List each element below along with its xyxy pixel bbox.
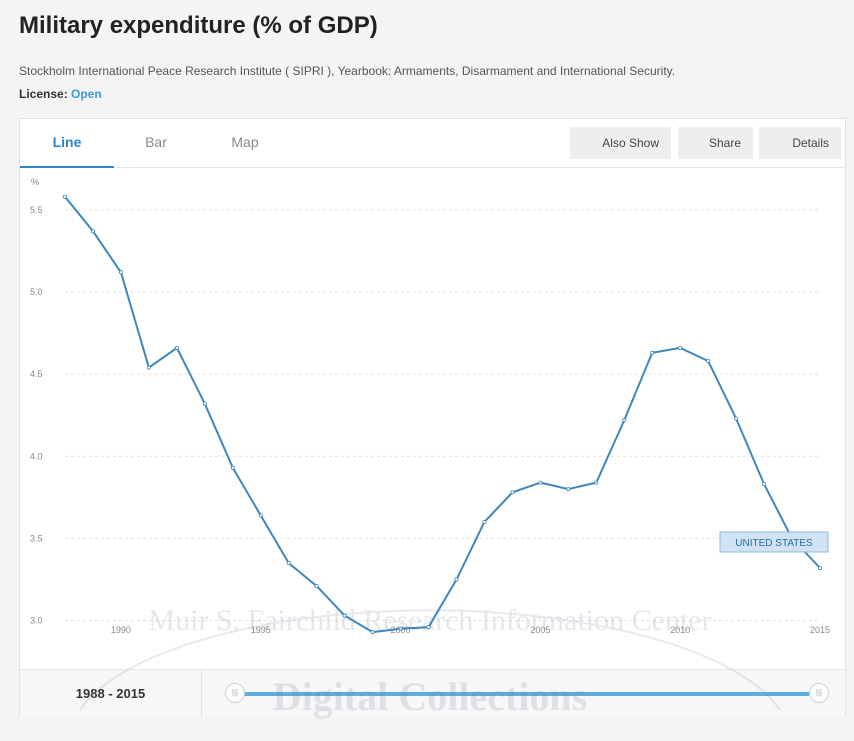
license-row: License: Open [19, 87, 102, 101]
page-title: Military expenditure (% of GDP) [19, 12, 378, 39]
data-point [594, 480, 599, 485]
x-tick-label: 2010 [670, 625, 690, 635]
data-point [230, 465, 235, 470]
time-range-footer: 1988 - 2015 ||| ||| [20, 669, 845, 718]
data-point [286, 561, 291, 566]
range-slider-track[interactable] [234, 692, 819, 696]
also-show-button[interactable]: Also Show [570, 127, 671, 159]
data-point [538, 480, 543, 485]
data-point [734, 416, 739, 421]
data-point [90, 229, 95, 234]
y-tick-label: 3.5 [30, 533, 43, 543]
data-point [118, 270, 123, 275]
share-button[interactable]: Share [678, 127, 753, 159]
data-point [482, 519, 487, 524]
chart-tabs: Line Bar Map Also Show Share Details [20, 119, 845, 168]
data-point [818, 565, 823, 570]
y-tick-label: 5.0 [30, 287, 43, 297]
x-tick-label: 1990 [111, 625, 131, 635]
y-axis-unit: % [31, 177, 39, 187]
range-start-handle[interactable]: ||| [225, 683, 245, 703]
data-point [622, 418, 627, 423]
data-point [342, 613, 347, 618]
data-point [398, 626, 403, 631]
range-end-handle[interactable]: ||| [809, 683, 829, 703]
data-point [678, 345, 683, 350]
data-point [146, 365, 151, 370]
data-point [63, 194, 68, 199]
data-point [174, 345, 179, 350]
data-point [762, 482, 767, 487]
license-label: License: [19, 87, 68, 101]
y-tick-label: 3.0 [30, 616, 43, 626]
tab-line[interactable]: Line [20, 119, 114, 168]
line-chart: %3.03.54.04.55.05.5199019952000200520102… [30, 177, 830, 635]
series-label: UNITED STATES [735, 538, 813, 549]
data-point [314, 584, 319, 589]
license-value-link[interactable]: Open [71, 87, 102, 101]
x-tick-label: 2005 [530, 625, 550, 635]
series-line [64, 196, 821, 634]
x-tick-label: 2015 [810, 625, 830, 635]
chart-card: Line Bar Map Also Show Share Details % 3.… [19, 118, 846, 718]
data-point [454, 577, 459, 582]
source-text: Stockholm International Peace Research I… [19, 64, 676, 78]
details-button[interactable]: Details [759, 127, 841, 159]
data-point [566, 487, 571, 492]
data-point [510, 490, 515, 495]
x-tick-label: 1995 [251, 625, 271, 635]
y-tick-label: 4.0 [30, 451, 43, 461]
range-label: 1988 - 2015 [20, 670, 202, 718]
data-point [426, 625, 431, 630]
tab-bar[interactable]: Bar [145, 134, 167, 150]
data-point [706, 358, 711, 363]
data-point [650, 350, 655, 355]
y-tick-label: 5.5 [30, 205, 43, 215]
y-tick-label: 4.5 [30, 369, 43, 379]
data-point [202, 401, 207, 406]
data-point [258, 513, 263, 518]
tab-map[interactable]: Map [231, 134, 259, 150]
series-label-box [719, 531, 829, 553]
data-point [370, 630, 375, 635]
